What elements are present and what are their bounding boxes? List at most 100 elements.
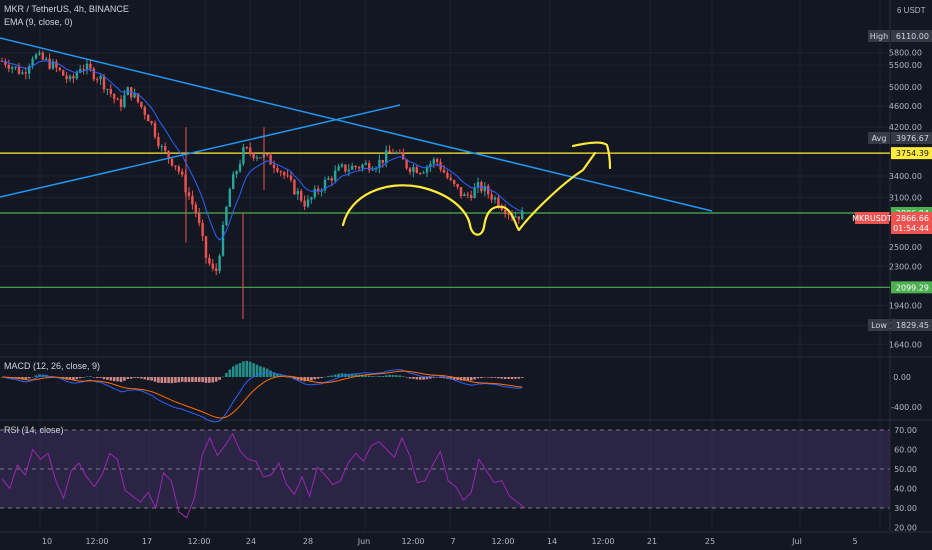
macd-histogram-bar — [350, 373, 354, 377]
macd-histogram-bar — [150, 377, 153, 381]
macd-histogram-bar — [68, 377, 72, 380]
macd-histogram-bar — [439, 377, 442, 378]
candle-body — [228, 189, 231, 207]
macd-histogram-bar — [381, 376, 385, 377]
candle-body — [289, 175, 293, 180]
candle-body — [181, 171, 184, 175]
macd-histogram-bar — [262, 367, 266, 377]
candle-body — [14, 66, 17, 68]
macd-histogram-bar — [510, 377, 514, 380]
candle-body — [252, 153, 255, 159]
candle-body — [174, 165, 177, 167]
macd-histogram-bar — [371, 376, 374, 377]
candle-body — [255, 157, 259, 159]
time-tick-label: 12:00 — [401, 537, 424, 546]
candle-body — [75, 72, 78, 79]
time-tick-label: 12:00 — [85, 537, 108, 546]
candle-body — [395, 152, 398, 154]
avg-tag-box — [891, 132, 932, 144]
time-tick-label: 21 — [647, 537, 657, 546]
candle-body — [459, 187, 463, 196]
horizontal-levels[interactable] — [0, 152, 890, 288]
ema-line — [1, 60, 523, 241]
candle-body — [106, 89, 109, 91]
macd-histogram-bar — [119, 377, 123, 382]
macd-histogram-bar — [384, 375, 388, 377]
macd-histogram-bar — [480, 377, 483, 379]
macd-legend[interactable]: MACD (12, 26, close, 9) — [4, 361, 101, 371]
time-tick-label: 14 — [547, 537, 557, 546]
macd-histogram-bar — [89, 376, 92, 377]
macd-histogram-bar — [395, 375, 398, 377]
candle-body — [113, 93, 116, 99]
price-tick-label: 3100.00 — [889, 193, 922, 202]
macd-histogram-bar — [248, 361, 252, 377]
candle-body — [330, 178, 333, 181]
candle-body — [351, 165, 354, 170]
macd-histogram-bar — [265, 368, 269, 377]
candle-body — [160, 146, 163, 148]
rsi-legend[interactable]: RSI (14, close) — [4, 425, 64, 435]
macd-histogram-bar — [163, 377, 167, 383]
macd-histogram-bar — [493, 377, 497, 378]
macd-histogram-bar — [374, 376, 378, 377]
macd-histogram-bar — [123, 377, 126, 381]
rsi-tick-label: 70.00 — [894, 426, 917, 435]
candle-body — [11, 67, 14, 69]
macd-histogram-bar — [330, 375, 334, 377]
ema-legend[interactable]: EMA (9, close, 0) — [4, 17, 73, 27]
yellow-freehand-cup[interactable] — [341, 151, 597, 236]
macd-histogram-bar — [197, 377, 201, 382]
candle-body — [232, 174, 235, 190]
candle-body — [415, 167, 418, 174]
green-lower-tag-box — [891, 281, 932, 294]
macd-histogram-bar — [340, 373, 344, 377]
macd-histogram-bar — [170, 377, 174, 384]
macd-histogram-bar — [449, 377, 453, 380]
macd-histogram-bar — [401, 376, 405, 377]
macd-histogram-bar — [429, 377, 432, 379]
yellow-freehand-arrowhead[interactable] — [571, 141, 612, 170]
macd-histogram-bar — [24, 377, 28, 380]
macd-histogram-bar — [276, 373, 279, 377]
price-tick-label: 5500.00 — [889, 61, 922, 70]
macd-histogram-bar — [497, 377, 500, 379]
macd-histogram-bar — [333, 374, 337, 377]
macd-histogram-bar — [99, 377, 102, 378]
time-tick-label: 17 — [142, 537, 152, 546]
yellow-level-tag-box — [891, 147, 932, 160]
candle-body — [313, 188, 316, 198]
time-tick-label: 28 — [303, 537, 313, 546]
macd-histogram-bar — [214, 377, 218, 382]
time-tick-label: 12:00 — [491, 537, 514, 546]
candle-body — [34, 54, 38, 59]
candle-body — [476, 182, 480, 188]
ascending-trendline[interactable] — [0, 104, 401, 198]
macd-histogram-bar — [269, 370, 272, 377]
macd-histogram-bar — [378, 375, 381, 377]
candle-body — [259, 157, 262, 159]
macd-tick-label: -400.00 — [891, 403, 922, 412]
candle-body — [357, 167, 361, 169]
candle-body — [286, 175, 289, 177]
macd-histogram-bar — [507, 377, 510, 379]
candle-body — [279, 171, 282, 173]
macd-histogram-bar — [174, 377, 177, 383]
price-tags: High6110.00Avg3976.673754.392896.84MKRUS… — [852, 30, 932, 331]
last-price-label: MKRUSDT — [852, 214, 892, 223]
drawings[interactable] — [0, 37, 713, 236]
candle-body — [436, 159, 439, 162]
descending-trendline[interactable] — [0, 37, 713, 212]
macd-histogram-bar — [160, 377, 164, 383]
low-tag-value: 1829.45 — [896, 321, 929, 330]
macd-histogram-bar — [102, 377, 106, 380]
macd-histogram-bar — [92, 377, 96, 378]
candle-body — [340, 164, 344, 167]
candle-body — [51, 61, 55, 69]
symbol-title[interactable]: MKR / TetherUS, 4h, BINANCE — [4, 4, 129, 14]
macd-histogram-bar — [112, 377, 116, 382]
candle-body — [89, 63, 92, 69]
candle-body — [442, 169, 446, 173]
macd-histogram-bar — [133, 377, 136, 378]
